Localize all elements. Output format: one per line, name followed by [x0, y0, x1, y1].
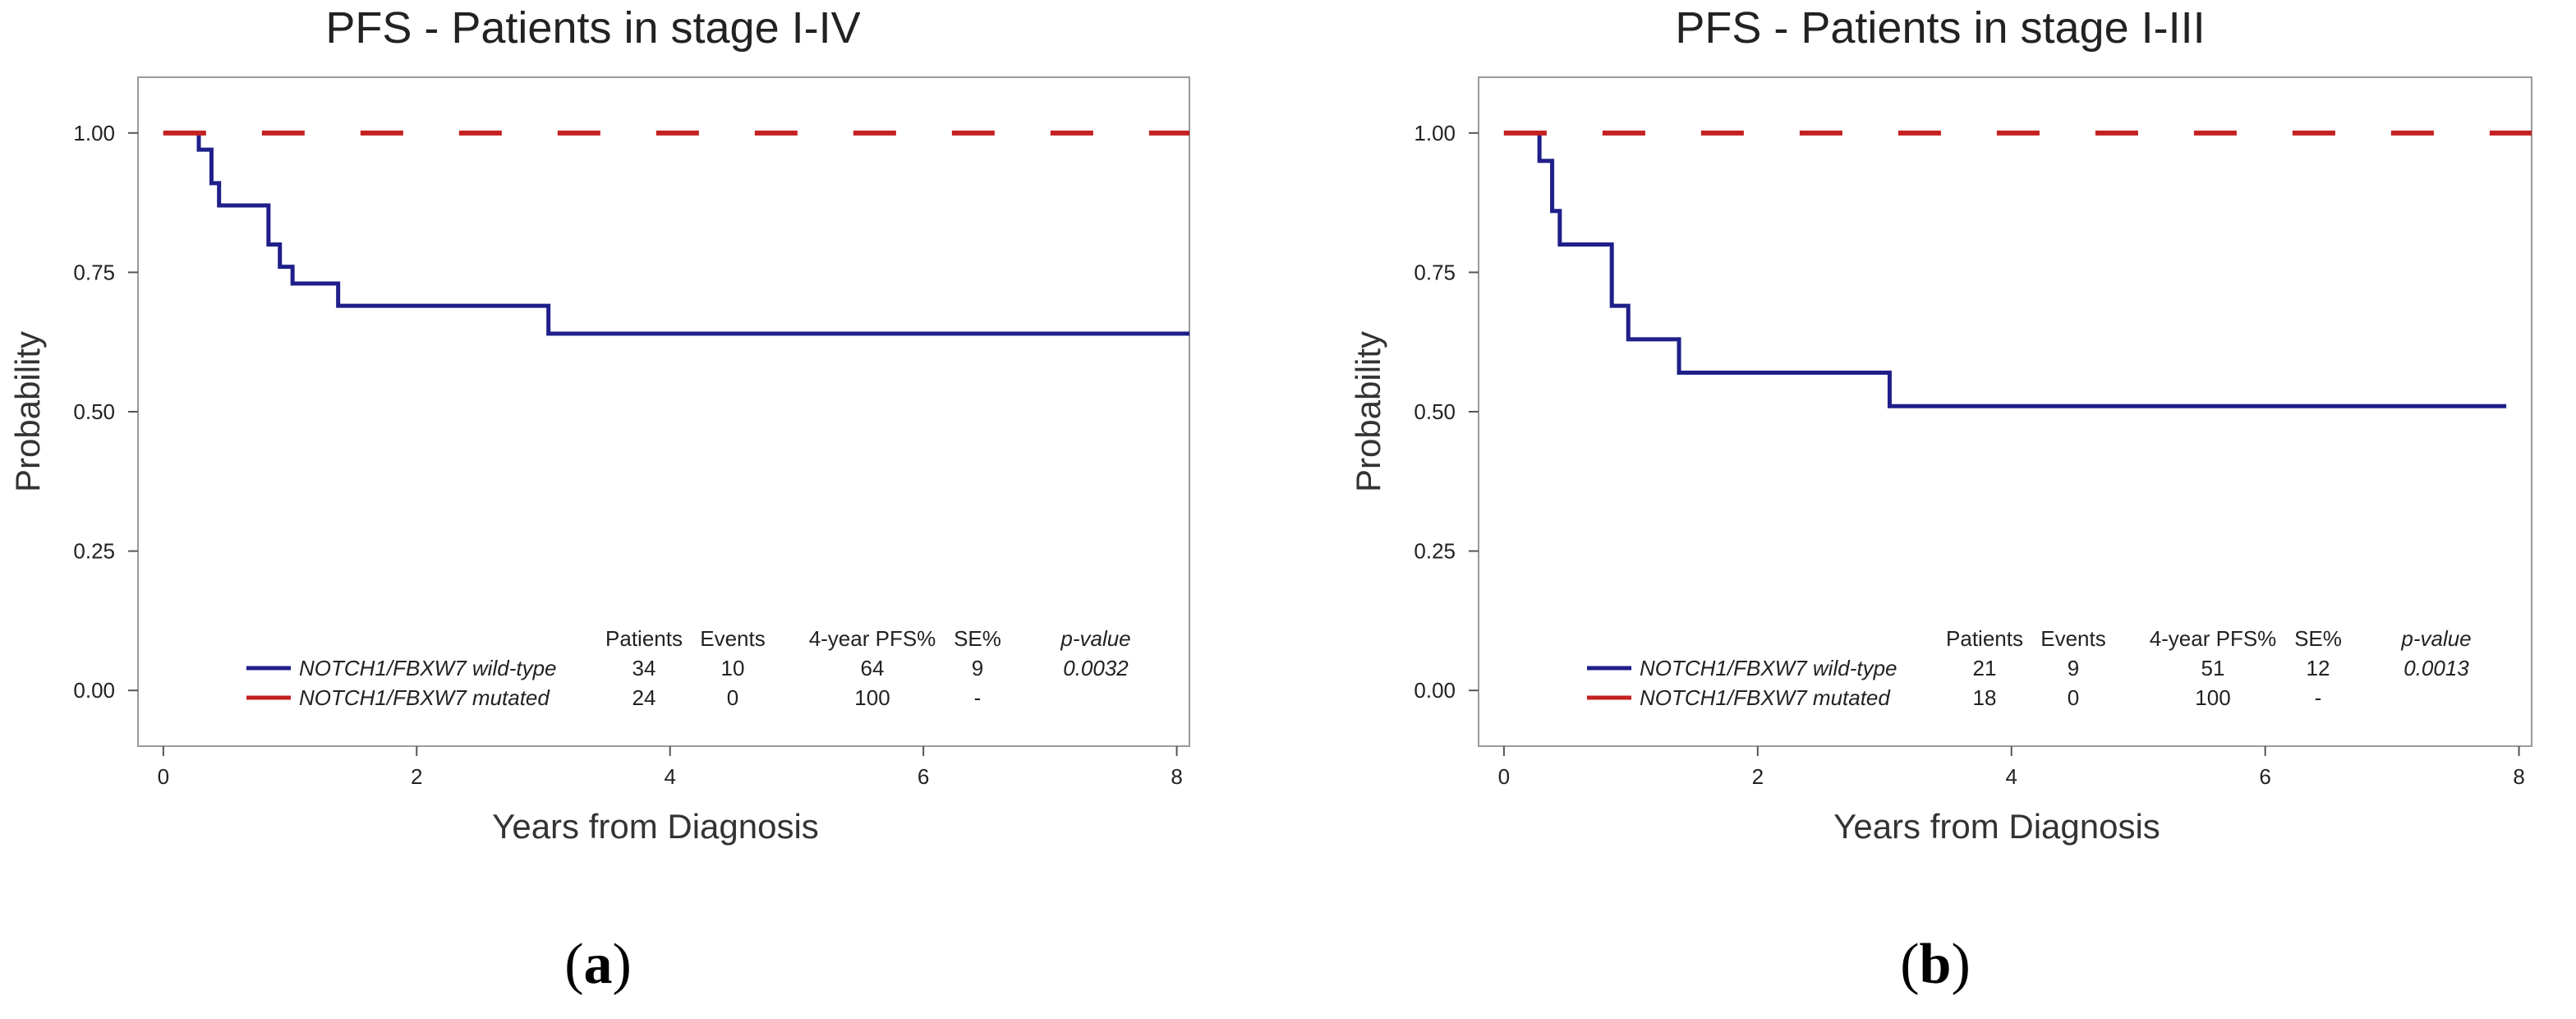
x-tick-label: 8	[2513, 764, 2524, 789]
y-tick-label: 0.00	[73, 678, 115, 703]
legend-table: Patients Events 4-year PFS% SE% p-value NOTCH…	[1587, 626, 2472, 710]
legend-value: 21	[1973, 656, 1997, 680]
y-tick-label: 0.00	[1414, 678, 1456, 703]
legend-value: 0	[2068, 685, 2079, 710]
legend-label: NOTCH1/FBXW7 mutated	[299, 685, 550, 710]
x-axis-label: Years from Diagnosis	[492, 807, 819, 846]
legend-value: 18	[1973, 685, 1997, 710]
legend-value: 9	[2068, 656, 2079, 680]
chart-panel-a: PFS - Patients in stage I-IV 0.00 0.25 0.50…	[8, 3, 1190, 846]
x-tick-label: 8	[1171, 764, 1182, 789]
legend-header: SE%	[2294, 626, 2342, 651]
x-tick-label: 2	[1752, 764, 1764, 789]
legend-value: 34	[632, 656, 656, 680]
series-line-wild-type	[1503, 131, 2507, 408]
y-axis-label: Probability	[8, 331, 47, 492]
y-tick-label: 0.50	[73, 399, 115, 424]
legend-header: Events	[700, 626, 766, 651]
panel-label: (b)	[1900, 933, 1971, 996]
y-tick-label: 0.75	[73, 260, 115, 284]
x-tick-label: 4	[664, 764, 675, 789]
y-tick-label: 0.25	[73, 539, 115, 564]
chart-title: PFS - Patients in stage I-IV	[325, 3, 860, 53]
legend-value: 0.0013	[2404, 656, 2469, 680]
legend-table: Patients Events 4-year PFS% SE% p-value NOTCH…	[246, 626, 1131, 710]
y-tick-label: 0.25	[1414, 539, 1456, 564]
legend-value: -	[2315, 685, 2322, 710]
legend-header: 4-year PFS%	[2150, 626, 2277, 651]
x-tick-label: 4	[2005, 764, 2017, 789]
x-tick-label: 6	[918, 764, 929, 789]
chart-title: PFS - Patients in stage I-III	[1675, 3, 2205, 53]
legend-value: 51	[2201, 656, 2225, 680]
panel-label: (a)	[564, 933, 632, 996]
x-tick-label: 0	[1498, 764, 1510, 789]
legend-header: Events	[2040, 626, 2106, 651]
y-tick-label: 1.00	[1414, 121, 1456, 145]
x-tick-label: 6	[2259, 764, 2270, 789]
x-tick-label: 2	[411, 764, 422, 789]
y-axis-label: Probability	[1349, 331, 1387, 492]
legend-header: p-value	[2400, 626, 2471, 651]
legend-header: Patients	[605, 626, 683, 651]
legend-label: NOTCH1/FBXW7 wild-type	[1640, 656, 1898, 680]
legend-value: 100	[2195, 685, 2230, 710]
legend-value: 100	[854, 685, 890, 710]
chart-panel-b: PFS - Patients in stage I-III 0.00 0.25 0.5…	[1349, 3, 2532, 846]
legend-value: 24	[632, 685, 656, 710]
legend-header: Patients	[1946, 626, 2023, 651]
legend-header: SE%	[954, 626, 1001, 651]
legend-value: 64	[861, 656, 885, 680]
legend-label: NOTCH1/FBXW7 mutated	[1640, 685, 1891, 710]
x-tick-label: 0	[158, 764, 169, 789]
legend-label: NOTCH1/FBXW7 wild-type	[299, 656, 557, 680]
legend-header: 4-year PFS%	[809, 626, 936, 651]
legend-value: -	[974, 685, 982, 710]
legend-value: 10	[721, 656, 745, 680]
legend-value: 0	[727, 685, 738, 710]
legend-value: 0.0032	[1063, 656, 1129, 680]
y-tick-label: 0.50	[1414, 399, 1456, 424]
y-tick-label: 1.00	[73, 121, 115, 145]
x-axis-label: Years from Diagnosis	[1833, 807, 2160, 846]
legend-header: p-value	[1060, 626, 1130, 651]
legend-value: 12	[2307, 656, 2330, 680]
legend-value: 9	[972, 656, 983, 680]
y-tick-label: 0.75	[1414, 260, 1456, 284]
series-line-wild-type	[163, 131, 1189, 336]
